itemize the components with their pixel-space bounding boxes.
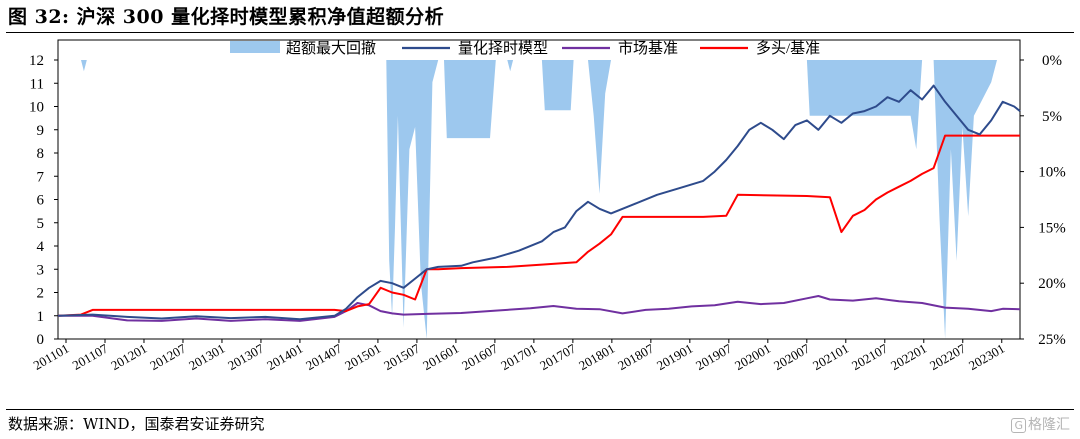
- gelonghui-logo-icon: G: [1011, 418, 1026, 433]
- x-tick-label: 201701: [498, 341, 539, 373]
- x-tick-label: 202101: [810, 341, 851, 373]
- right-tick-label: 5%: [1042, 109, 1062, 125]
- right-axis: 0% 5% 10% 15% 20% 25%: [1020, 53, 1066, 348]
- legend-label: 市场基准: [618, 40, 678, 57]
- chart-legend: 超额最大回撤 量化择时模型 市场基准 多头/基准: [230, 40, 820, 57]
- legend-swatch-area: [230, 41, 280, 53]
- figure-title: 图 32: 沪深 300 量化择时模型累积净值超额分析: [8, 6, 445, 28]
- x-tick-label: 201601: [420, 341, 461, 373]
- left-tick-label: 2: [37, 286, 45, 302]
- left-tick-label: 9: [37, 123, 45, 139]
- left-tick-label: 11: [30, 76, 44, 92]
- x-tick-label: 201607: [459, 340, 501, 373]
- legend-label: 超额最大回撤: [286, 40, 376, 57]
- plot-area: [57, 39, 1021, 340]
- series-long-benchmark-line: [57, 134, 1020, 317]
- x-tick-label: 202007: [771, 340, 813, 373]
- x-axis: 2011012011072012012012072013012013072014…: [31, 339, 1007, 373]
- x-tick-label: 201307: [225, 340, 267, 373]
- x-tick-label: 202201: [888, 341, 929, 373]
- x-tick-label: 201801: [576, 341, 617, 373]
- left-tick-label: 12: [29, 53, 44, 69]
- series-lines-layer: [57, 84, 1021, 322]
- right-tick-label: 25%: [1038, 332, 1066, 348]
- x-tick-label: 201507: [381, 340, 423, 373]
- left-tick-label: 3: [37, 262, 45, 278]
- right-tick-label: 15%: [1038, 220, 1066, 236]
- left-tick-label: 0: [37, 332, 45, 348]
- x-tick-label: 201907: [693, 340, 735, 373]
- x-tick-label: 201807: [615, 340, 657, 373]
- x-tick-label: 202301: [966, 341, 1007, 373]
- x-tick-label: 201301: [186, 341, 227, 373]
- x-tick-label: 202207: [927, 340, 969, 373]
- x-tick-label: 202001: [732, 341, 773, 373]
- left-tick-label: 1: [37, 309, 45, 325]
- right-tick-label: 0%: [1042, 53, 1062, 69]
- left-tick-label: 5: [37, 216, 45, 232]
- series-market-benchmark-line: [58, 295, 1021, 322]
- x-tick-label: 202107: [849, 340, 891, 373]
- right-tick-label: 20%: [1038, 276, 1066, 292]
- title-divider: [6, 32, 1074, 33]
- x-tick-label: 201407: [303, 340, 345, 373]
- watermark: G 格隆汇: [1011, 414, 1070, 434]
- x-tick-label: 201901: [654, 341, 695, 373]
- x-tick-label: 201107: [70, 340, 111, 372]
- series-quant-timing-line: [57, 84, 1021, 321]
- legend-label: 量化择时模型: [458, 40, 548, 57]
- left-tick-label: 4: [37, 239, 45, 255]
- legend-label: 多头/基准: [756, 40, 820, 57]
- left-tick-label: 6: [37, 193, 45, 209]
- x-tick-label: 201201: [108, 341, 149, 373]
- footer-divider: [6, 409, 1074, 410]
- x-tick-label: 201401: [264, 341, 305, 373]
- source-note: 数据来源：WIND，国泰君安证券研究: [8, 415, 265, 433]
- right-tick-label: 10%: [1038, 165, 1066, 181]
- x-tick-label: 201501: [342, 341, 383, 373]
- left-tick-label: 7: [37, 169, 45, 185]
- x-tick-label: 201707: [537, 340, 579, 373]
- left-tick-label: 8: [37, 146, 45, 162]
- watermark-text: 格隆汇: [1028, 417, 1070, 433]
- left-tick-label: 10: [29, 100, 44, 116]
- plot-border: [57, 39, 1021, 340]
- x-tick-label: 201207: [147, 340, 189, 373]
